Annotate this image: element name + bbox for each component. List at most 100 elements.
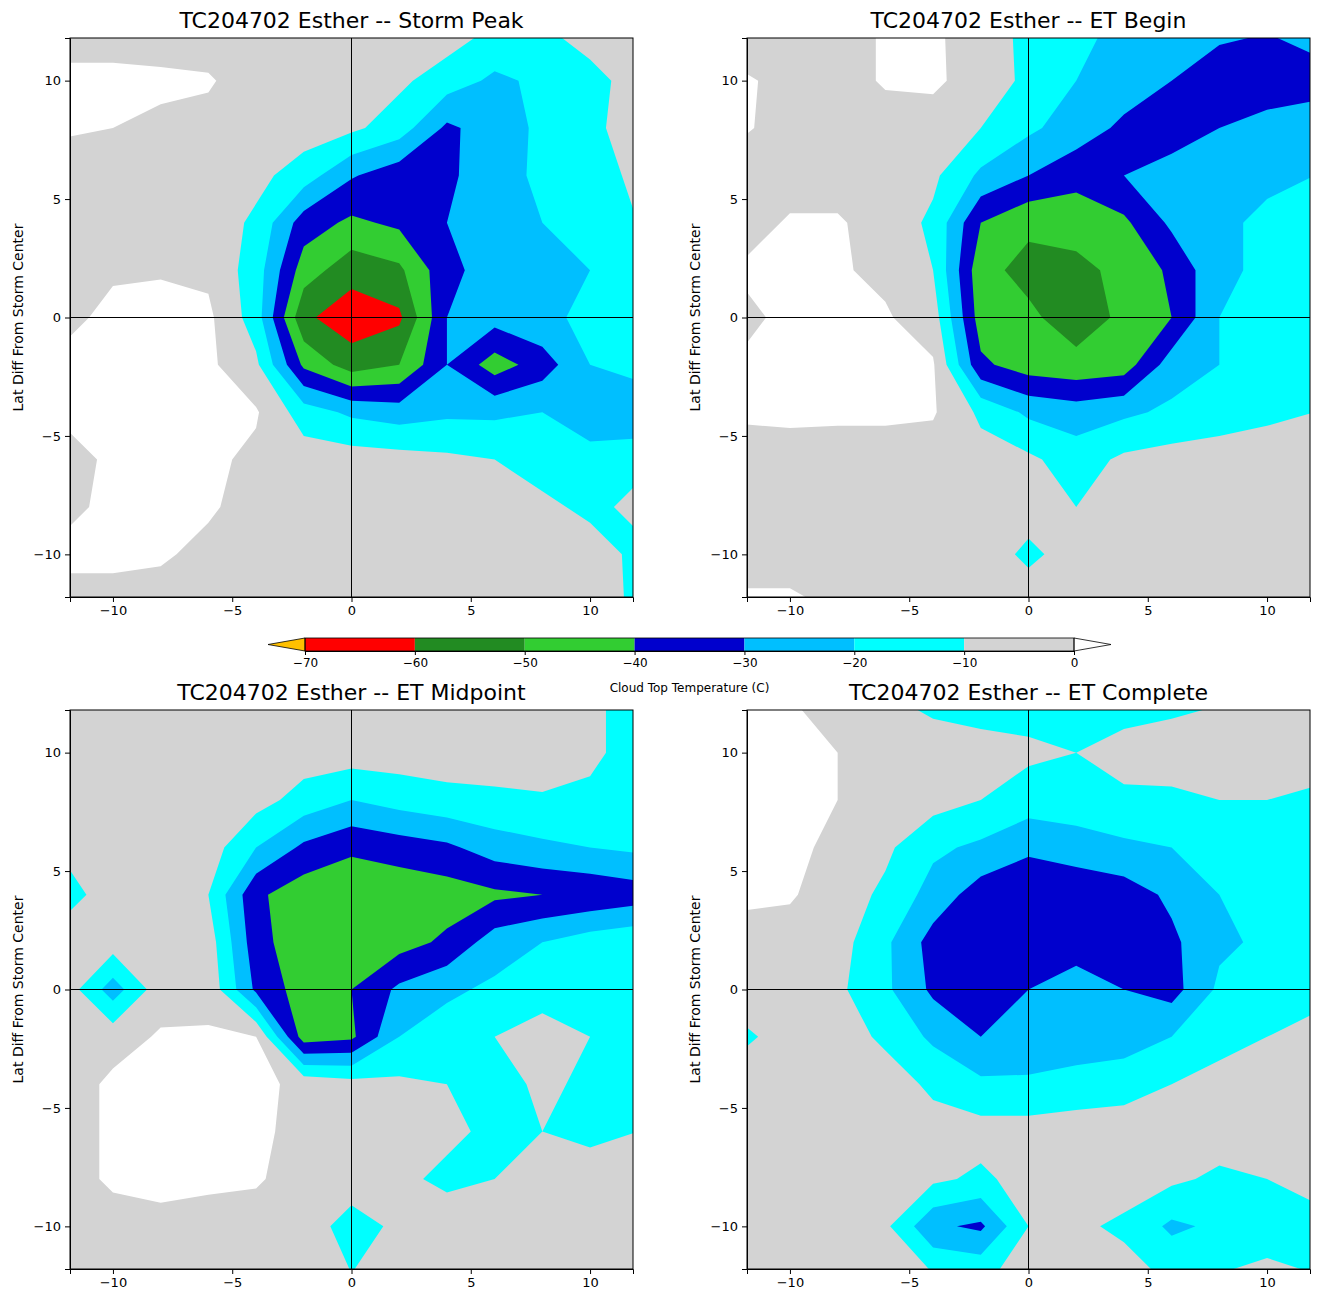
x-tick-mark [909, 597, 910, 602]
x-tick-label: 10 [1259, 603, 1276, 618]
y-tick: −5 [719, 429, 747, 444]
colorbar-band [964, 638, 1074, 651]
contour-band [747, 38, 1310, 597]
panel: −10−50510−10−50510TC204702 Esther -- Sto… [10, 8, 662, 625]
y-tick-mark [742, 554, 747, 555]
y-tick: −10 [711, 547, 747, 562]
y-tick-label: 0 [730, 982, 738, 997]
y-axis: −10−50510 [34, 711, 71, 1270]
x-tick-mark [790, 1269, 791, 1274]
y-tick: −10 [34, 1219, 70, 1234]
contour-band [70, 38, 633, 597]
x-axis: −10−50510 [71, 1269, 634, 1290]
colorbar-tick: 0 [1071, 651, 1079, 670]
x-tick-label: 5 [467, 1275, 475, 1290]
contour-band [747, 710, 1310, 1269]
colorbar: −70−60−50−40−30−20−100Cloud Top Temperat… [268, 638, 1111, 695]
colorbar-tick-label: −20 [842, 656, 867, 670]
y-tick: −10 [34, 547, 70, 562]
colorbar-tick-label: 0 [1071, 656, 1079, 670]
contour-band [747, 710, 1310, 1269]
y-tick: 5 [730, 192, 747, 207]
x-axis-line [71, 1270, 634, 1275]
contour-band [747, 710, 1310, 1269]
plot-frame [70, 38, 633, 597]
center-line-horizontal [70, 317, 633, 318]
y-axis: −10−50510 [711, 39, 748, 598]
figure-canvas: −10−50510−10−50510TC204702 Esther -- Sto… [0, 0, 1319, 1303]
y-tick: 10 [721, 73, 747, 88]
y-tick: −5 [42, 429, 70, 444]
plot-area [747, 38, 1310, 597]
figure: −10−50510−10−50510TC204702 Esther -- Sto… [0, 0, 1319, 1303]
colorbar-tick-mark [415, 651, 416, 655]
plot-frame [70, 710, 633, 1269]
x-tick-mark [790, 597, 791, 602]
colorbar-tick: −50 [513, 651, 538, 670]
colorbar-band [305, 638, 415, 651]
y-tick: 10 [44, 745, 70, 760]
x-tick: −5 [223, 597, 242, 618]
y-tick-label: 0 [53, 982, 61, 997]
x-tick: 10 [1259, 1269, 1276, 1290]
contour-band [70, 38, 633, 597]
x-tick-label: −5 [223, 603, 242, 618]
x-axis: −10−50510 [71, 597, 634, 618]
y-axis: −10−50510 [711, 711, 748, 1270]
y-tick-mark [65, 871, 70, 872]
x-tick-mark [471, 597, 472, 602]
x-tick: −5 [900, 1269, 919, 1290]
y-tick: 0 [53, 982, 70, 997]
plot-frame [747, 710, 1310, 1269]
colorbar-tick-mark [525, 651, 526, 655]
center-line-horizontal [70, 989, 633, 990]
y-tick-mark [742, 990, 747, 991]
y-axis: −10−50510 [34, 39, 71, 598]
x-tick-label: −10 [100, 603, 127, 618]
contour-band [70, 710, 633, 1269]
x-axis-line [748, 598, 1311, 603]
plot-area [70, 38, 633, 597]
colorbar-tick-label: −60 [403, 656, 428, 670]
x-axis-line [748, 1270, 1311, 1275]
x-axis: −10−50510 [748, 597, 1311, 618]
contour-band [70, 710, 633, 1269]
y-tick-label: −5 [719, 1101, 738, 1116]
y-tick: 0 [730, 982, 747, 997]
y-tick-label: 0 [53, 310, 61, 325]
x-tick-mark [1267, 597, 1268, 602]
y-tick-label: −5 [42, 1101, 61, 1116]
panel-title: TC204702 Esther -- Storm Peak [178, 8, 523, 33]
contour-band [70, 38, 633, 597]
y-tick-mark [65, 554, 70, 555]
y-tick-mark [742, 1226, 747, 1227]
y-axis-title: Lat Diff From Storm Center [687, 223, 703, 411]
y-tick: 5 [53, 192, 70, 207]
contour-band [70, 38, 633, 597]
y-tick-mark [742, 753, 747, 754]
y-axis-title: Lat Diff From Storm Center [10, 895, 26, 1083]
colorbar-tick-mark [1074, 651, 1075, 655]
contour-band [747, 710, 1310, 1269]
x-tick: 10 [582, 597, 599, 618]
x-tick-label: 0 [348, 603, 356, 618]
x-tick: −10 [777, 1269, 804, 1290]
panel-title: TC204702 Esther -- ET Complete [848, 680, 1208, 705]
contour-band [747, 38, 1310, 597]
y-tick-mark [742, 436, 747, 437]
x-tick-mark [1267, 1269, 1268, 1274]
contour-band [70, 710, 633, 1269]
x-tick-mark [1029, 1269, 1030, 1274]
x-tick-mark [113, 1269, 114, 1274]
x-axis: −10−50510 [748, 1269, 1311, 1290]
y-tick-mark [65, 81, 70, 82]
colorbar-band [854, 638, 964, 651]
colorbar-band [415, 638, 525, 651]
x-tick-label: −10 [777, 1275, 804, 1290]
y-tick-mark [65, 318, 70, 319]
x-tick-mark [352, 1269, 353, 1274]
colorbar-tick-mark [635, 651, 636, 655]
x-tick-label: −5 [900, 603, 919, 618]
x-tick: −10 [100, 1269, 127, 1290]
colorbar-tick-mark [964, 651, 965, 655]
